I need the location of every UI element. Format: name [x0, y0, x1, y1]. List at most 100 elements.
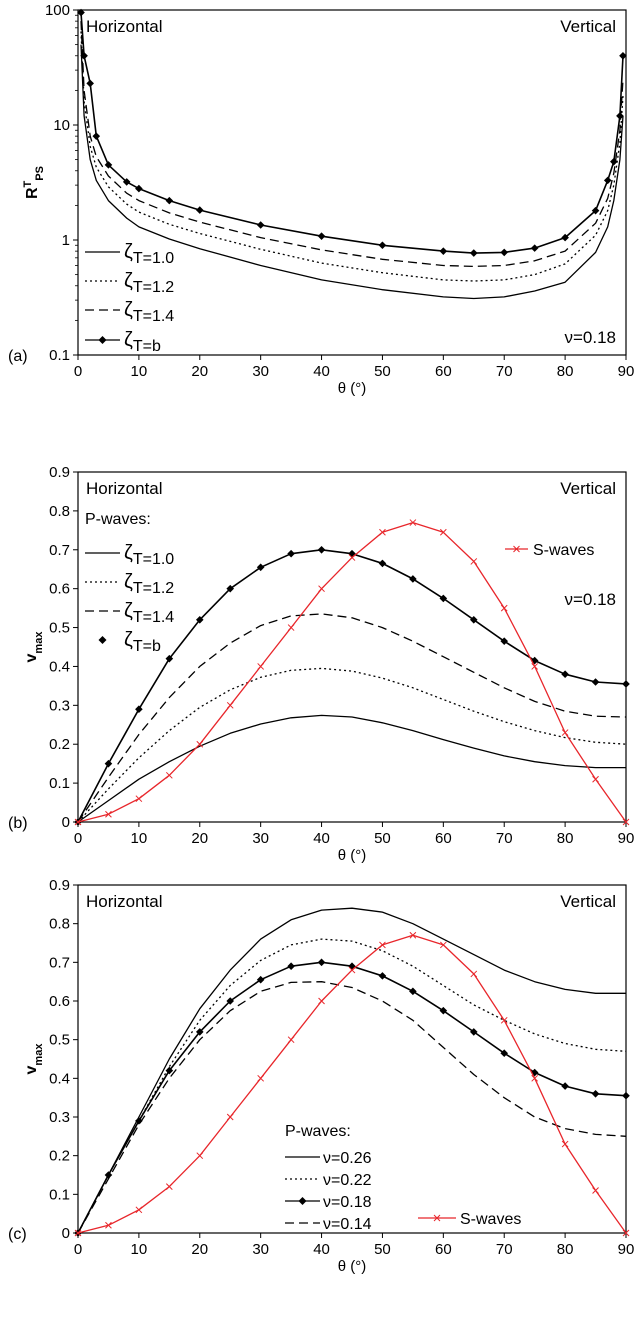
x-tick-label: 50	[374, 1241, 391, 1258]
diamond-marker	[256, 221, 265, 229]
diamond-marker	[135, 184, 143, 193]
y-tick-label: 0.1	[49, 1186, 70, 1203]
diamond-marker	[591, 206, 600, 215]
diamond-marker	[561, 233, 569, 242]
y-tick-label: 0.6	[49, 993, 70, 1010]
chart-panel-2: 0 10 20 30 40 50 60 70 80 90 0 0.1 0.2 0.3 0.4 0.5 0.6 0.…	[8, 464, 634, 864]
x-axis-label: θ (°)	[338, 847, 367, 864]
diamond-marker	[469, 1028, 478, 1036]
legend-label-zeta: ζ	[124, 270, 133, 292]
x-marker	[318, 585, 325, 593]
diamond-marker	[104, 1171, 113, 1179]
diamond-marker	[287, 549, 295, 558]
legend-diamond-marker	[298, 1197, 307, 1205]
x-marker	[592, 775, 599, 783]
x-marker	[500, 604, 508, 612]
legend-label-zeta: ζ	[124, 329, 133, 351]
legend-label-suffix: T=1.0	[133, 250, 174, 267]
legend-label-suffix: T=1.4	[133, 609, 174, 626]
x-tick-label: 70	[496, 363, 513, 380]
series-line-2	[80, 31, 624, 282]
x-marker	[409, 519, 417, 526]
plot-area	[77, 884, 627, 1234]
diamond-marker	[616, 112, 624, 120]
x-tick-label: 10	[131, 830, 148, 847]
x-marker	[196, 740, 204, 748]
diamond-marker	[195, 615, 204, 624]
x-tick-label: 30	[252, 830, 269, 847]
legend-label: ν=0.14	[323, 1216, 372, 1233]
x-axis-label: θ (°)	[338, 1258, 367, 1275]
legend-swave-label: S-waves	[460, 1211, 521, 1228]
diamond-marker	[317, 958, 326, 967]
x-marker	[105, 810, 112, 818]
y-axis-label-sup: T	[22, 180, 34, 187]
y-tick-label: 0.5	[49, 1032, 70, 1049]
x-tick-label: 70	[496, 1241, 513, 1258]
x-marker	[531, 1074, 539, 1082]
diamond-marker	[561, 1082, 569, 1090]
legend-label-zeta: ζ	[124, 299, 133, 321]
vertical-note: Vertical	[560, 892, 616, 911]
legend-swave-label: S-waves	[533, 542, 594, 559]
diamond-marker	[348, 549, 356, 558]
legend-title: P-waves:	[285, 1123, 351, 1140]
x-marker	[592, 1187, 599, 1194]
series-line-2	[77, 667, 627, 823]
x-tick-label: 30	[252, 363, 269, 380]
diamond-marker	[603, 176, 612, 185]
diamond-marker	[469, 249, 478, 257]
diamond-marker	[256, 975, 265, 984]
panel-label: (b)	[8, 815, 28, 832]
nu-note: ν=0.18	[564, 590, 616, 609]
x-tick-label: 90	[618, 1241, 635, 1258]
x-tick-label: 90	[618, 830, 635, 847]
diamond-marker	[530, 244, 539, 252]
y-tick-label: 0.9	[49, 464, 70, 481]
x-marker	[531, 663, 539, 670]
x-marker	[470, 970, 478, 978]
legend-swave-marker	[513, 545, 520, 553]
x-marker	[196, 1152, 204, 1160]
legend: P-waves: ν=0.26 ν=0.22 ν=0.18 ν=0.14 S-waves	[285, 1123, 521, 1233]
legend-label: ζT=1.0	[124, 241, 174, 267]
series-line-1	[80, 44, 624, 300]
legend-label-suffix: T=1.0	[133, 551, 174, 568]
series-line-1	[77, 907, 626, 1234]
diamond-marker	[86, 79, 94, 88]
plot-area	[77, 471, 627, 823]
legend-label: ζT=b	[124, 329, 161, 355]
x-marker	[105, 1221, 112, 1229]
legend-swave-marker	[433, 1214, 441, 1222]
legend-diamond-marker	[98, 636, 107, 644]
diamond-marker	[256, 563, 265, 572]
x-marker	[74, 818, 82, 826]
diamond-marker	[591, 1090, 600, 1098]
x-tick-label: 60	[435, 830, 452, 847]
x-marker	[348, 554, 356, 561]
y-tick-label: 0.3	[49, 1109, 70, 1126]
legend-label-zeta: ζ	[124, 542, 133, 564]
x-tick-label: 80	[557, 363, 574, 380]
vertical-note: Vertical	[560, 479, 616, 498]
diamond-marker	[378, 559, 387, 568]
legend-label: ζT=1.2	[124, 270, 174, 296]
x-tick-label: 10	[131, 363, 148, 380]
x-tick-label: 20	[191, 1241, 208, 1258]
x-marker	[165, 771, 173, 779]
x-tick-label: 40	[313, 1241, 330, 1258]
legend-label-suffix: T=b	[133, 338, 161, 355]
legend-label: ζT=b	[124, 629, 161, 655]
legend-label: ν=0.26	[323, 1150, 372, 1167]
x-marker	[500, 1016, 508, 1024]
legend-label-zeta: ζ	[124, 571, 133, 593]
x-marker	[622, 818, 630, 826]
legend-diamond-marker	[98, 336, 107, 344]
y-tick-label: 10	[53, 117, 70, 134]
diamond-marker	[92, 132, 101, 140]
x-axis-label: θ (°)	[338, 380, 367, 397]
y-tick-label: 0.7	[49, 954, 70, 971]
diamond-marker	[619, 51, 627, 60]
y-axis-label-main: R	[24, 187, 41, 199]
